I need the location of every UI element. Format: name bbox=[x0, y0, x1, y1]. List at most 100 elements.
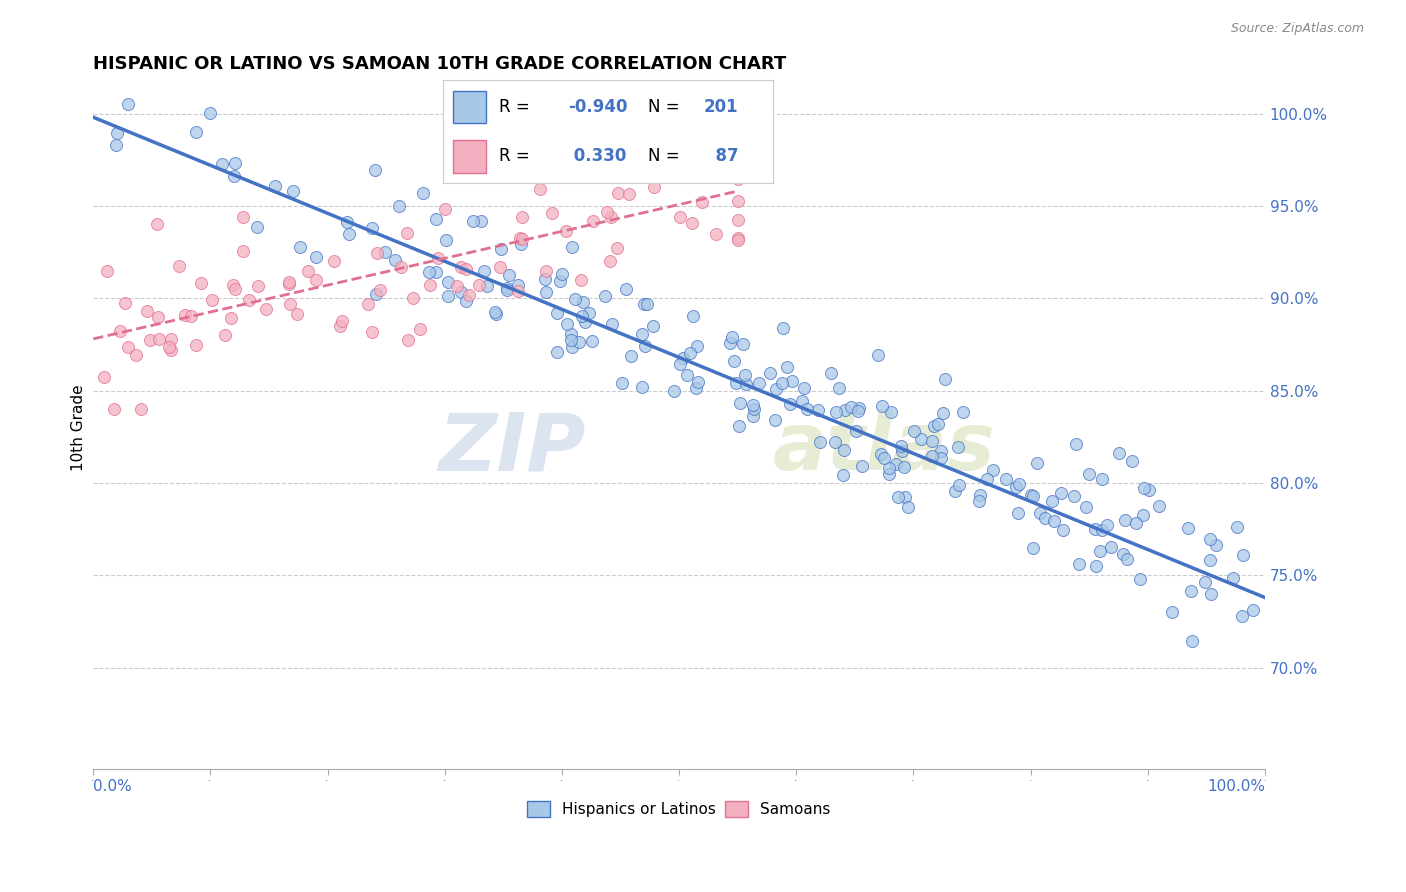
Point bbox=[246, 219, 269, 234]
Point bbox=[200, 106, 222, 120]
Point bbox=[868, 348, 890, 362]
Point bbox=[180, 309, 202, 323]
Point bbox=[1132, 508, 1154, 522]
Point bbox=[643, 180, 665, 194]
FancyBboxPatch shape bbox=[453, 140, 486, 173]
Point bbox=[723, 353, 745, 368]
Point bbox=[922, 419, 945, 434]
Point bbox=[305, 250, 328, 264]
Point bbox=[669, 210, 692, 224]
Point bbox=[1091, 523, 1114, 537]
Point bbox=[921, 450, 943, 464]
Point bbox=[742, 402, 765, 417]
Point bbox=[631, 326, 654, 341]
Point bbox=[463, 213, 485, 227]
Point bbox=[1133, 482, 1156, 496]
Point bbox=[1050, 486, 1073, 500]
Point bbox=[807, 403, 830, 417]
Point bbox=[1181, 633, 1204, 648]
Point bbox=[103, 402, 125, 417]
Point bbox=[634, 339, 657, 353]
Point bbox=[190, 276, 212, 290]
Point bbox=[1241, 603, 1264, 617]
Point bbox=[384, 253, 406, 268]
Point bbox=[117, 340, 139, 354]
Point bbox=[534, 272, 557, 286]
Point bbox=[1064, 436, 1087, 450]
Point bbox=[389, 260, 412, 274]
Point bbox=[845, 425, 868, 439]
Point bbox=[418, 265, 440, 279]
Point bbox=[395, 226, 418, 240]
Point bbox=[232, 210, 254, 224]
Point bbox=[508, 278, 530, 293]
Point bbox=[361, 221, 384, 235]
Point bbox=[160, 343, 183, 357]
Point bbox=[1201, 587, 1223, 601]
Point bbox=[870, 399, 893, 413]
Point bbox=[148, 332, 170, 346]
Point bbox=[498, 268, 520, 283]
Point bbox=[929, 451, 952, 466]
Point bbox=[534, 264, 557, 278]
Point bbox=[727, 155, 749, 169]
Text: R =: R = bbox=[499, 147, 540, 165]
Point bbox=[727, 172, 749, 186]
Point bbox=[690, 195, 713, 210]
Point bbox=[1121, 454, 1143, 468]
Point bbox=[551, 267, 574, 281]
Point bbox=[485, 307, 508, 321]
Point bbox=[1147, 499, 1170, 513]
Point bbox=[104, 137, 127, 152]
Point bbox=[506, 284, 529, 298]
Point bbox=[894, 490, 917, 504]
Point bbox=[633, 296, 655, 310]
Text: N =: N = bbox=[648, 98, 685, 116]
Point bbox=[1026, 455, 1049, 469]
Point bbox=[96, 264, 118, 278]
Point bbox=[685, 381, 707, 395]
Point bbox=[824, 434, 846, 449]
Point bbox=[368, 283, 391, 297]
Point bbox=[278, 275, 301, 289]
Text: HISPANIC OR LATINO VS SAMOAN 10TH GRADE CORRELATION CHART: HISPANIC OR LATINO VS SAMOAN 10TH GRADE … bbox=[93, 55, 786, 73]
Point bbox=[765, 382, 787, 396]
Point bbox=[824, 405, 846, 419]
Point bbox=[446, 279, 468, 293]
Point bbox=[759, 366, 782, 380]
Point bbox=[510, 210, 533, 224]
Point bbox=[167, 259, 190, 273]
Point bbox=[839, 400, 862, 414]
Point bbox=[728, 419, 751, 434]
Point bbox=[686, 339, 709, 353]
Point bbox=[877, 460, 900, 475]
Text: N =: N = bbox=[648, 147, 685, 165]
Point bbox=[1129, 572, 1152, 586]
Point bbox=[727, 230, 749, 244]
Point bbox=[1112, 547, 1135, 561]
Point bbox=[605, 241, 627, 255]
Point bbox=[305, 273, 328, 287]
Point bbox=[721, 329, 744, 343]
Point bbox=[779, 397, 801, 411]
Text: 100.0%: 100.0% bbox=[1206, 779, 1265, 794]
Point bbox=[124, 348, 146, 362]
Point bbox=[1177, 520, 1199, 534]
Point bbox=[402, 291, 425, 305]
Text: atlas: atlas bbox=[773, 409, 995, 487]
Point bbox=[574, 315, 596, 329]
Point bbox=[1205, 537, 1227, 551]
Text: Source: ZipAtlas.com: Source: ZipAtlas.com bbox=[1230, 22, 1364, 36]
Point bbox=[489, 242, 512, 256]
Point bbox=[903, 425, 925, 439]
Point bbox=[620, 349, 643, 363]
Point bbox=[364, 287, 387, 301]
Point bbox=[897, 500, 920, 514]
Point bbox=[808, 434, 831, 449]
Point bbox=[725, 376, 748, 391]
Point bbox=[174, 308, 197, 322]
Point bbox=[224, 155, 246, 169]
Point bbox=[832, 443, 855, 458]
Point bbox=[509, 231, 531, 245]
Point bbox=[1125, 516, 1147, 531]
